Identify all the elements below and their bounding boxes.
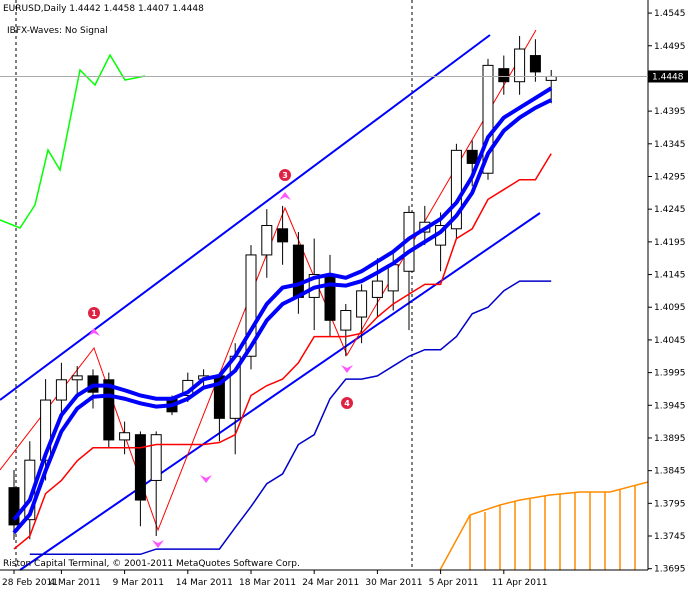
candle-body xyxy=(55,379,67,401)
x-tick-label: 11 Apr 2011 xyxy=(492,578,548,588)
x-tick-label: 24 Mar 2011 xyxy=(302,578,359,588)
y-tick-label: 1.3845 xyxy=(654,467,686,477)
zigzag xyxy=(0,29,537,532)
candle-body xyxy=(356,290,368,318)
y-tick-label: 1.3995 xyxy=(654,369,686,379)
y-tick-label: 1.4095 xyxy=(654,303,686,313)
y-tick-label: 1.4495 xyxy=(654,42,686,52)
wave-markers xyxy=(88,192,353,548)
candle-body xyxy=(277,228,289,243)
wave-label: 4 xyxy=(344,399,350,408)
y-tick-label: 1.4145 xyxy=(654,271,686,281)
x-tick-label: 14 Mar 2011 xyxy=(176,578,233,588)
wave-badges: 1 3 4 xyxy=(88,169,353,409)
candle-body xyxy=(119,432,131,441)
candle-body xyxy=(292,244,304,298)
cloud xyxy=(439,481,649,571)
x-tick-label: 30 Mar 2011 xyxy=(365,578,422,588)
candle-body xyxy=(545,75,557,81)
y-tick-label: 1.4195 xyxy=(654,238,686,248)
candle-body xyxy=(371,280,383,298)
y-tick-label: 1.4345 xyxy=(654,140,686,150)
chart-header: EURUSD,Daily 1.4442 1.4458 1.4407 1.4448 xyxy=(3,4,204,14)
channel-line xyxy=(0,34,491,401)
y-tick-label: 1.4295 xyxy=(654,172,686,182)
y-tick-label: 1.3895 xyxy=(654,434,686,444)
candle-body xyxy=(466,149,478,164)
wave-label: 3 xyxy=(282,171,288,180)
x-tick-label: 5 Apr 2011 xyxy=(429,578,479,588)
x-tick-label: 18 Mar 2011 xyxy=(239,578,296,588)
candle-body xyxy=(514,48,526,83)
candle-body xyxy=(71,375,83,381)
candle-body xyxy=(261,225,273,256)
candle-body xyxy=(498,68,510,83)
candle-body xyxy=(482,64,494,174)
y-tick-label: 1.4045 xyxy=(654,336,686,346)
candle-body xyxy=(387,264,399,292)
x-tick-label: 9 Mar 2011 xyxy=(113,578,164,588)
candle-body xyxy=(529,55,541,73)
indicator-line xyxy=(12,86,553,521)
footer: Riston Capital Terminal, © 2001-2011 Met… xyxy=(3,559,300,569)
y-tick-label: 1.3795 xyxy=(654,499,686,509)
y-tick-label: 1.4245 xyxy=(654,205,686,215)
y-tick-label: 1.3695 xyxy=(654,565,686,575)
wave-oscillator xyxy=(0,53,146,229)
wave-label: 1 xyxy=(91,309,97,318)
current-price-label: 1.4448 xyxy=(652,72,684,82)
candle-body xyxy=(324,274,336,321)
candle-body xyxy=(340,309,352,331)
candle-body xyxy=(245,254,257,357)
indicator-line xyxy=(12,98,553,535)
candle-body xyxy=(134,434,146,501)
candle-body xyxy=(8,487,20,526)
indicator-label: IBFX-Waves: No Signal xyxy=(7,26,108,36)
x-tick-label: 4 Mar 2011 xyxy=(49,578,100,588)
candle-body xyxy=(103,379,115,441)
channel-line xyxy=(19,212,541,571)
candle-body xyxy=(450,149,462,230)
y-tick-label: 1.3745 xyxy=(654,532,686,542)
indicator-line xyxy=(13,153,552,550)
current-price-box xyxy=(648,70,688,83)
x-tick-label: 28 Feb 2011 xyxy=(2,578,58,588)
y-tick-label: 1.3945 xyxy=(654,401,686,411)
y-tick-label: 1.4545 xyxy=(654,9,686,19)
candle-body xyxy=(150,434,162,481)
y-tick-label: 1.4395 xyxy=(654,107,686,117)
indicator-line xyxy=(29,280,552,556)
